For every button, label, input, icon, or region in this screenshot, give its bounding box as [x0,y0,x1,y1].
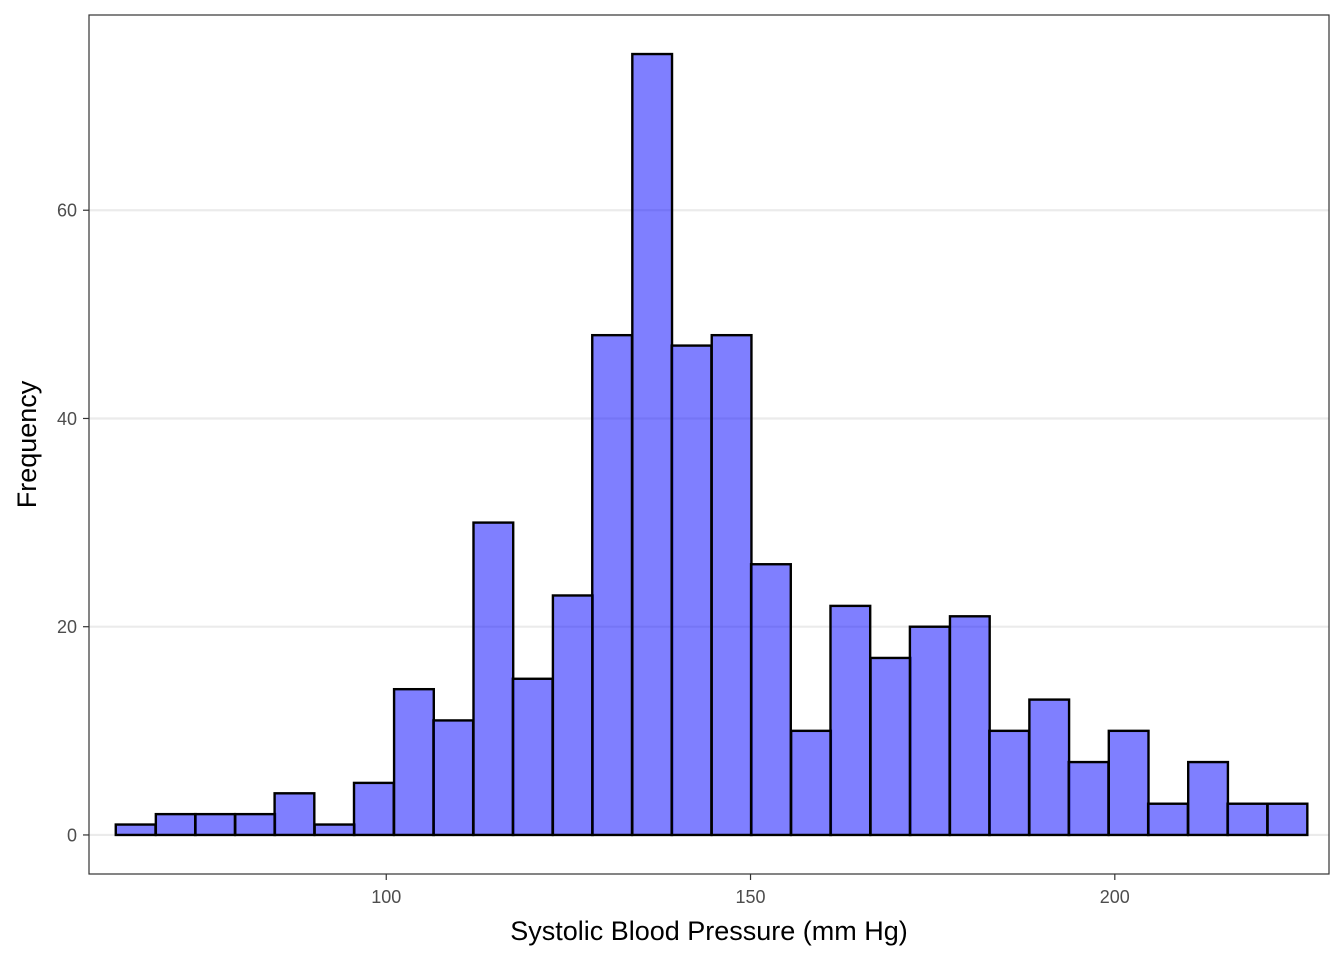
histogram-bars [114,52,1309,837]
x-tick-label: 100 [371,887,401,907]
histogram-bar [869,656,912,837]
y-axis-title: Frequency [12,380,42,508]
histogram-bar [234,812,277,837]
histogram-bar [273,792,316,837]
histogram-bar [591,333,634,837]
histogram-bar [193,812,237,837]
histogram-bar [352,781,395,837]
histogram-bar [710,333,753,837]
histogram-bar [392,687,435,837]
histogram-bar [749,563,792,837]
histogram-bar [114,823,157,837]
y-axis: 0 20 40 60 [57,201,89,845]
histogram-bar [1226,802,1269,837]
x-tick-label: 200 [1100,887,1130,907]
histogram-bar [1266,802,1309,837]
histogram-bar [511,677,554,837]
histogram-bar [948,615,991,837]
histogram-bar [551,594,594,837]
histogram-bar [1028,698,1071,837]
histogram-bar [829,604,872,837]
histogram-bar [670,344,713,837]
histogram-bar [432,719,475,837]
histogram-bar [1146,802,1190,837]
histogram-bar [472,521,515,837]
histogram-bar [1107,729,1150,837]
histogram-bar [1067,760,1110,837]
histogram-bar [908,625,951,837]
histogram-bar [631,52,674,837]
x-tick-label: 150 [736,887,766,907]
histogram-bar [988,729,1031,837]
histogram-bar [313,823,356,837]
x-axis: 100 150 200 [371,874,1130,907]
y-tick-label: 20 [57,617,77,637]
y-tick-label: 60 [57,201,77,221]
y-tick-label: 40 [57,409,77,429]
histogram-bar [1187,760,1230,837]
panel-border [88,14,1330,875]
histogram-bar [154,812,197,837]
histogram-bar [789,729,833,837]
x-axis-title: Systolic Blood Pressure (mm Hg) [510,916,908,946]
y-tick-label: 0 [67,825,77,845]
